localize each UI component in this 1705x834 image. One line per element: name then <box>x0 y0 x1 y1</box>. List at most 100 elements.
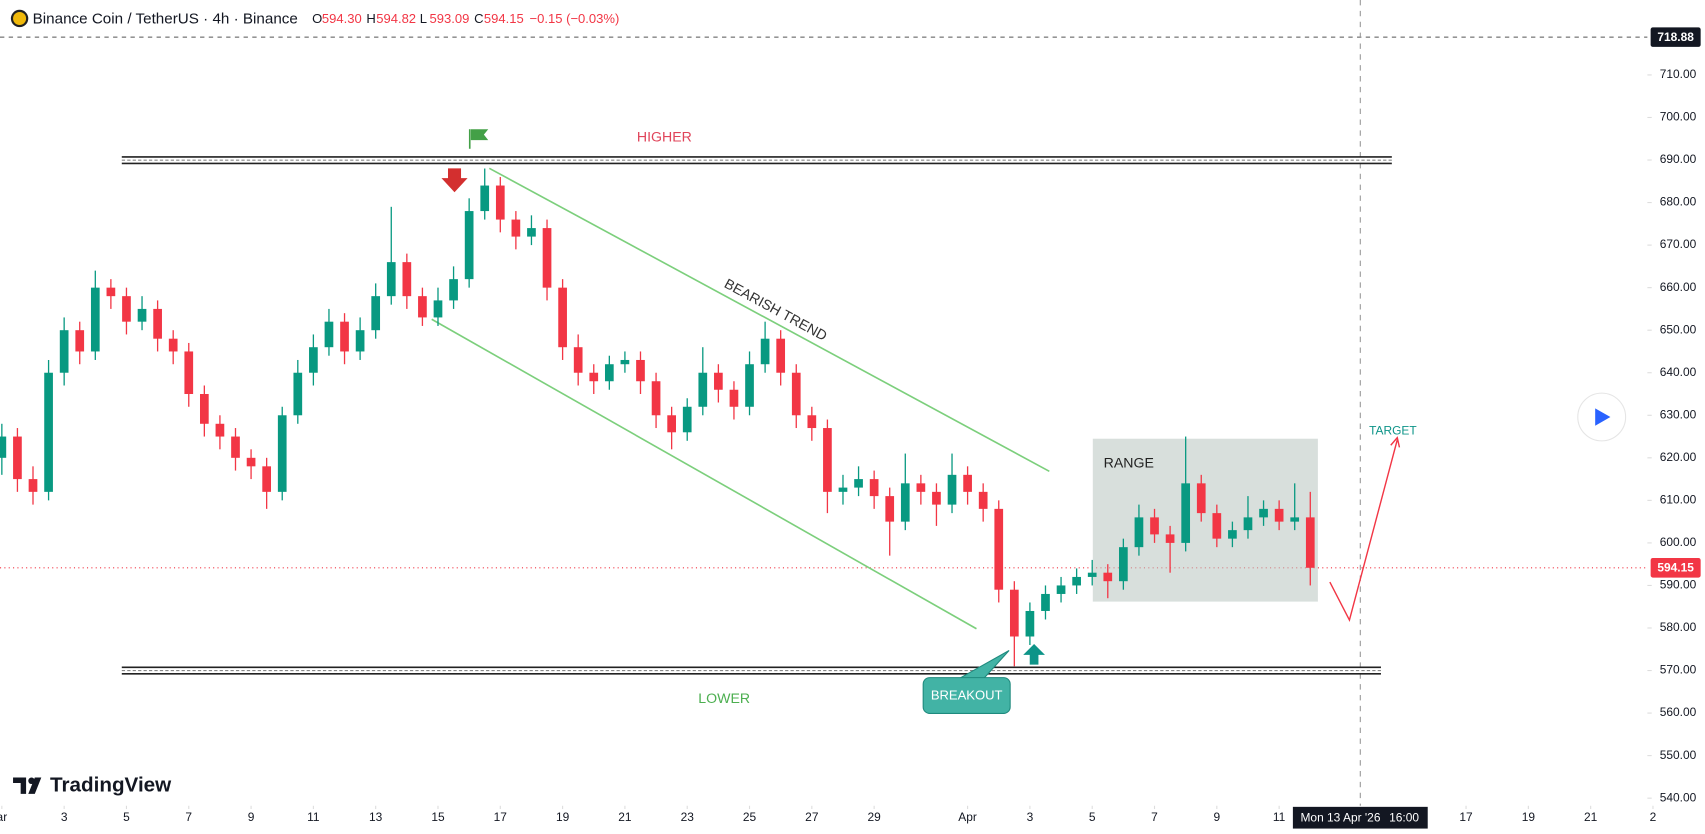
candle-body <box>698 372 708 407</box>
x-tick-label: 3 <box>61 810 68 824</box>
lower-level <box>121 666 1381 675</box>
y-tick-label: 630.00 <box>1660 407 1697 421</box>
y-tick-label: 710.00 <box>1660 67 1697 81</box>
candle-body <box>340 321 349 352</box>
y-tick-label: 640.00 <box>1660 365 1697 379</box>
x-tick-label: 3 <box>1027 810 1034 824</box>
y-tick-label: 600.00 <box>1660 535 1697 549</box>
candle-body <box>386 262 396 297</box>
candle-body <box>900 483 910 522</box>
channel-upper <box>488 167 1050 473</box>
candle-body <box>791 372 801 416</box>
up-arrow-icon <box>1023 643 1045 665</box>
x-tick-label: 29 <box>867 810 881 824</box>
candle-body <box>745 364 754 407</box>
x-tick-label: 19 <box>1522 810 1536 824</box>
candle-body <box>589 372 599 382</box>
x-tick-label: 21 <box>1584 810 1598 824</box>
candle-body <box>1025 610 1035 637</box>
high-marker <box>1650 27 1701 47</box>
ohlc-legend: O 594.30 H 594.82 L 593.09 C 594.15 <box>312 11 524 26</box>
x-tick-label: Apr <box>958 810 977 824</box>
change-value: −0.15 (−0.03%) <box>530 11 620 26</box>
x-tick-label: 13 <box>369 810 383 824</box>
candle-body <box>558 287 567 348</box>
candle-body <box>262 466 272 492</box>
candle-body <box>620 359 630 365</box>
ohlc-label: L <box>420 11 427 26</box>
x-tick-label: 21 <box>618 810 632 824</box>
candle-body <box>838 487 848 492</box>
y-tick-label: 660.00 <box>1660 280 1697 294</box>
candle-body <box>480 185 490 212</box>
candle-body <box>1087 572 1097 577</box>
candle-body <box>869 479 879 497</box>
candle-body <box>184 351 194 395</box>
x-tick-label: 5 <box>1089 810 1096 824</box>
candle-body <box>573 347 583 373</box>
candle-body <box>215 423 225 437</box>
candle-body <box>1056 585 1066 594</box>
candle-body <box>1305 517 1315 568</box>
ohlc-value: 594.15 <box>484 11 524 26</box>
breakout-box <box>922 677 1011 715</box>
candle-body <box>402 262 412 297</box>
target-path <box>1329 439 1398 623</box>
trend-label: BEARISH TREND <box>722 275 830 344</box>
candle-body <box>636 359 645 382</box>
y-tick-label: 580.00 <box>1660 620 1697 634</box>
y-tick-label: 620.00 <box>1660 450 1697 464</box>
y-tick-label: 610.00 <box>1660 493 1697 507</box>
y-tick-label: 570.00 <box>1660 663 1697 677</box>
candle-body <box>371 296 381 331</box>
high-marker-label: 718.88 <box>1657 30 1694 44</box>
candle-body <box>106 287 116 297</box>
candle-body <box>916 483 926 492</box>
candle-body <box>1290 517 1300 522</box>
x-tick-label: 17 <box>494 810 508 824</box>
candle-body <box>963 474 972 492</box>
brand-icon-dot <box>28 777 35 785</box>
last-price-tag-label: 594.15 <box>1657 560 1694 574</box>
candle-body <box>1119 547 1128 582</box>
candle-body <box>823 428 832 492</box>
x-tick-label: 17 <box>1459 810 1473 824</box>
candle-body <box>0 436 7 458</box>
candle-body <box>433 300 443 318</box>
candle-body <box>1274 508 1284 522</box>
candle-body <box>153 308 162 339</box>
y-tick-label: 680.00 <box>1660 195 1697 209</box>
ohlc-value: 594.30 <box>322 11 362 26</box>
candle-body <box>1134 517 1144 548</box>
candle-body <box>246 457 256 467</box>
candle-body <box>90 287 100 352</box>
candle-body <box>511 219 521 237</box>
flag-icon <box>470 129 489 141</box>
symbol-title[interactable]: Binance Coin / TetherUS · 4h · Binance <box>33 11 298 28</box>
candle-body <box>168 338 178 352</box>
y-tick-label: 540.00 <box>1660 790 1697 804</box>
y-tick-label: 550.00 <box>1660 748 1697 762</box>
channel-lower <box>431 318 977 630</box>
x-tick-label: 11 <box>307 810 320 824</box>
candle-body <box>932 491 941 505</box>
y-tick-label: 690.00 <box>1660 152 1697 166</box>
range-label: RANGE <box>1104 454 1154 470</box>
candle-body <box>199 394 209 424</box>
candle-body <box>760 338 770 365</box>
candle-body <box>75 330 85 352</box>
candle-body <box>1103 572 1113 582</box>
candle-body <box>1181 483 1191 543</box>
candles <box>0 168 1315 667</box>
x-tick-label: 2 <box>1650 810 1657 824</box>
x-tick-label: 7 <box>185 810 192 824</box>
candle-body <box>59 330 69 373</box>
candle-body <box>651 381 661 416</box>
candle-body <box>542 228 552 288</box>
x-tick-label: 19 <box>556 810 570 824</box>
x-tick-label: 27 <box>805 810 819 824</box>
x-tick-label: 23 <box>681 810 695 824</box>
candle-body <box>1196 483 1206 514</box>
x-tick-label: 11 <box>1273 810 1286 824</box>
